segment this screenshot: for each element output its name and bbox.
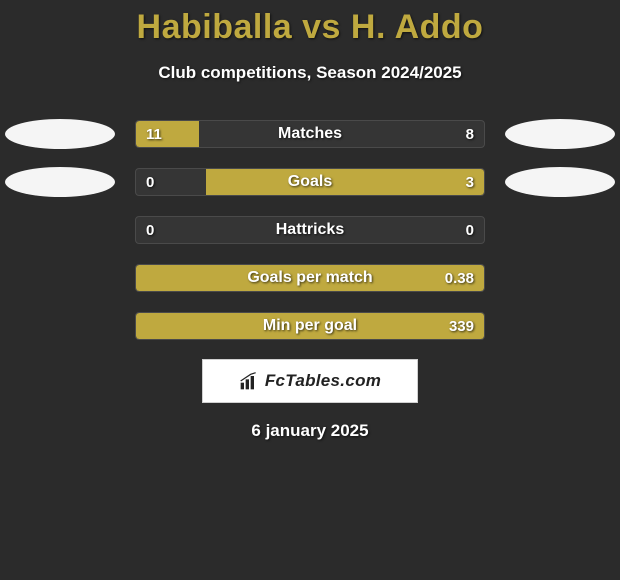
- subtitle: Club competitions, Season 2024/2025: [0, 63, 620, 83]
- stat-bar: 11Matches8: [135, 120, 485, 148]
- spacer: [5, 215, 115, 245]
- stat-bar: 0Goals3: [135, 168, 485, 196]
- page-title: Habiballa vs H. Addo: [0, 8, 620, 47]
- logo-text: FcTables.com: [265, 371, 381, 391]
- bar-fill: [136, 265, 484, 291]
- date-line: 6 january 2025: [0, 421, 620, 441]
- stat-row: 0Goals3: [0, 167, 620, 197]
- stat-bar: Min per goal339: [135, 312, 485, 340]
- stat-bar: 0Hattricks0: [135, 216, 485, 244]
- bar-chart-icon: [239, 371, 259, 391]
- stat-value-left: 0: [146, 217, 154, 243]
- player-left-marker: [5, 167, 115, 197]
- spacer: [5, 311, 115, 341]
- stat-value-left: 0: [146, 169, 154, 195]
- stat-rows: 11Matches80Goals30Hattricks0Goals per ma…: [0, 119, 620, 341]
- stat-value-right: 8: [466, 121, 474, 147]
- stat-row: 11Matches8: [0, 119, 620, 149]
- stat-row: 0Hattricks0: [0, 215, 620, 245]
- spacer: [505, 311, 615, 341]
- player-left-marker: [5, 119, 115, 149]
- stat-bar: Goals per match0.38: [135, 264, 485, 292]
- bar-fill: [136, 313, 484, 339]
- spacer: [505, 263, 615, 293]
- stat-value-right: 0: [466, 217, 474, 243]
- spacer: [5, 263, 115, 293]
- player-right-marker: [505, 167, 615, 197]
- comparison-widget: Habiballa vs H. Addo Club competitions, …: [0, 0, 620, 441]
- stat-row: Goals per match0.38: [0, 263, 620, 293]
- stat-row: Min per goal339: [0, 311, 620, 341]
- bar-fill: [206, 169, 484, 195]
- player-right-marker: [505, 119, 615, 149]
- stat-label: Hattricks: [136, 217, 484, 243]
- bar-fill: [136, 121, 199, 147]
- spacer: [505, 215, 615, 245]
- logo-box[interactable]: FcTables.com: [202, 359, 418, 403]
